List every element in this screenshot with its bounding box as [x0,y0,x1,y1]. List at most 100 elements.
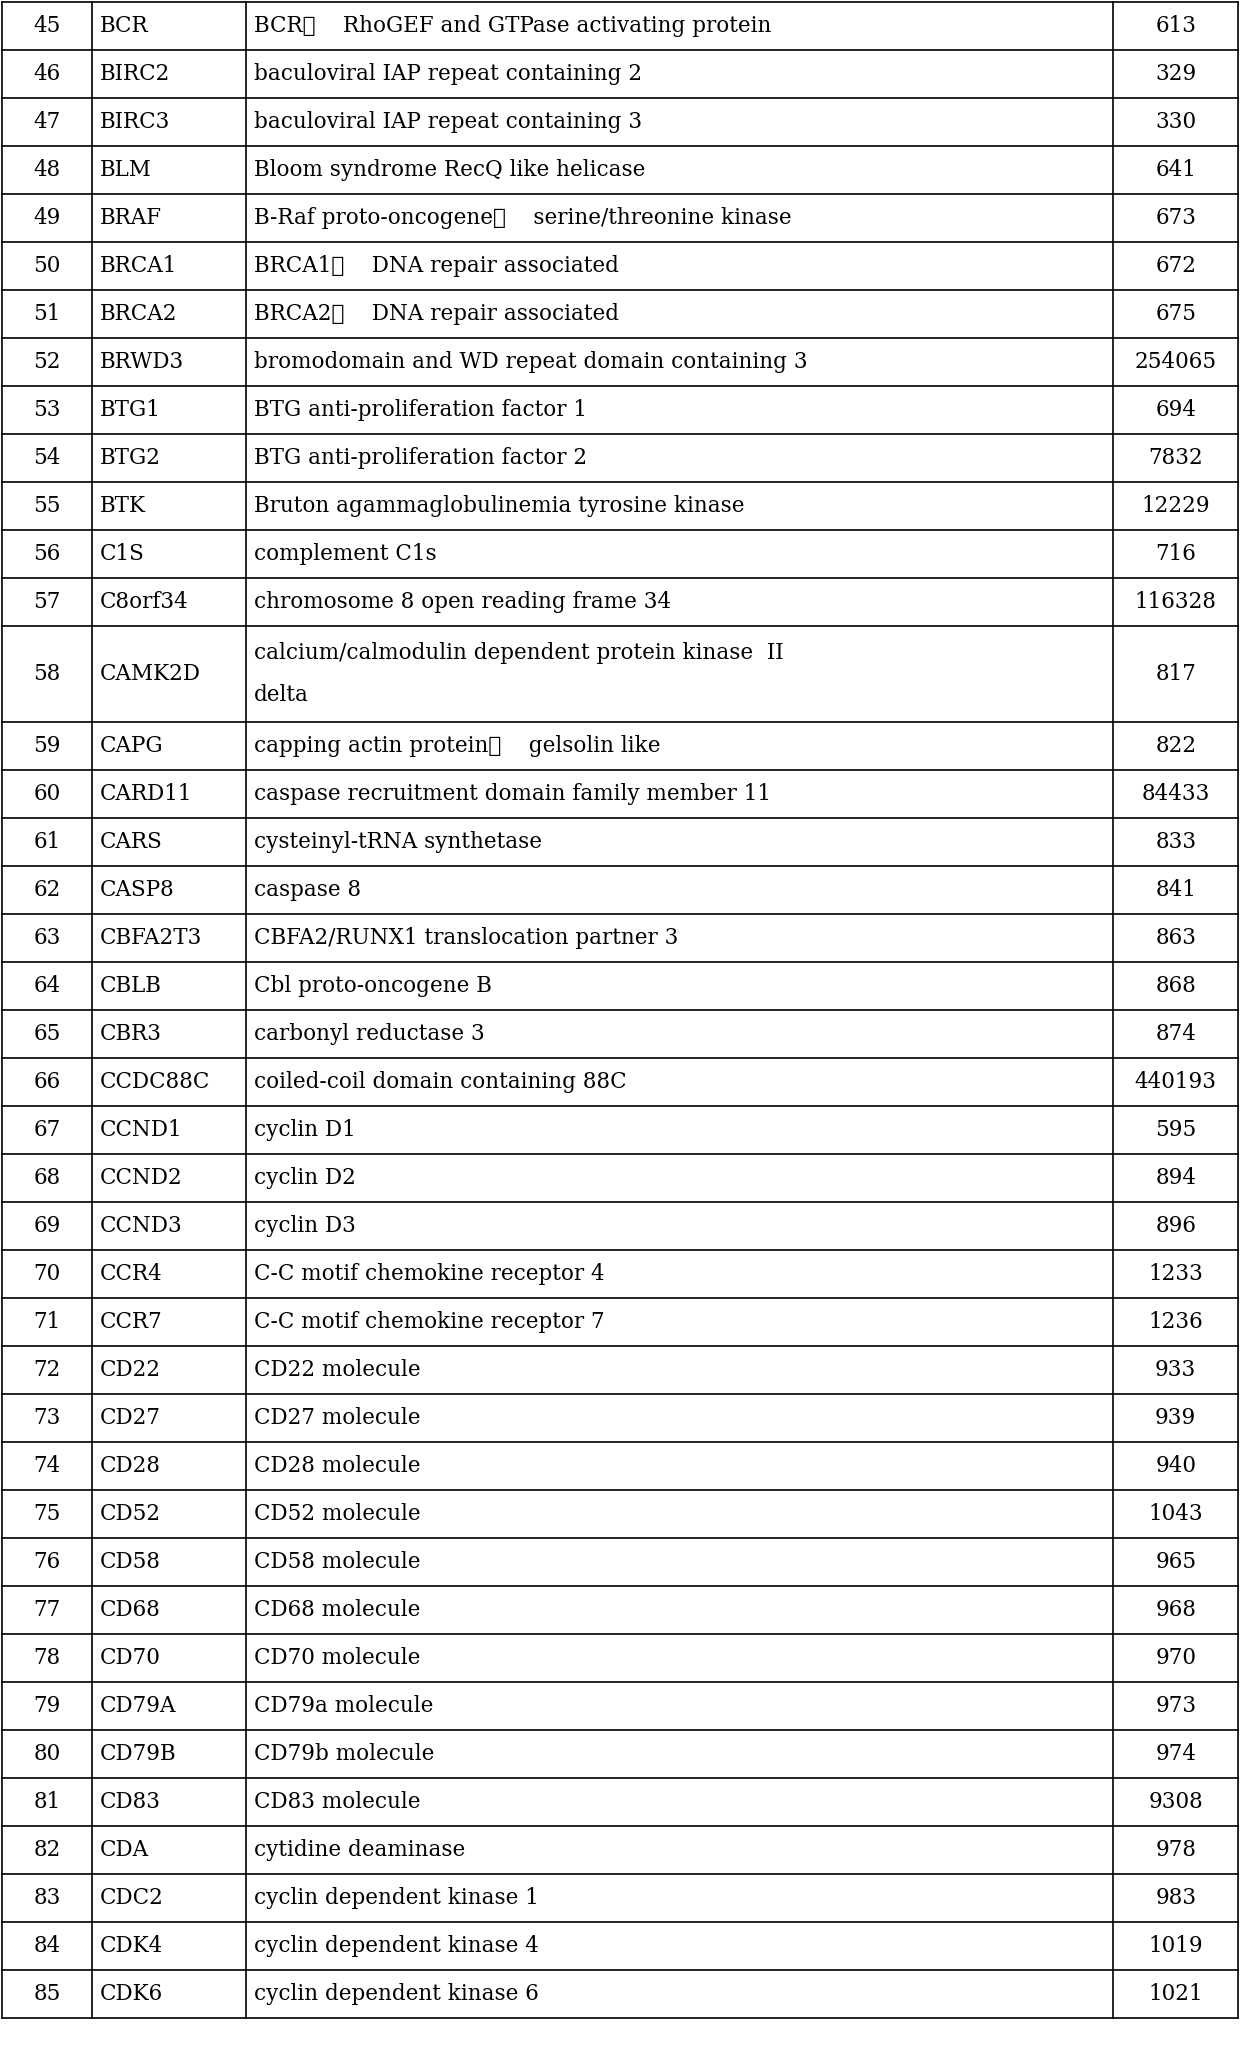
Text: CDA: CDA [99,1840,149,1860]
Text: 61: 61 [33,831,61,854]
Text: 81: 81 [33,1790,61,1813]
Text: 71: 71 [33,1310,61,1333]
Text: bromodomain and WD repeat domain containing 3: bromodomain and WD repeat domain contain… [254,351,807,372]
Text: CARS: CARS [99,831,162,854]
Text: CDK6: CDK6 [99,1982,162,2005]
Text: 965: 965 [1156,1550,1197,1573]
Text: 613: 613 [1156,14,1197,37]
Text: 83: 83 [33,1887,61,1910]
Text: 968: 968 [1156,1600,1197,1621]
Text: CD83 molecule: CD83 molecule [254,1790,420,1813]
Text: 72: 72 [33,1358,61,1381]
Text: CD52: CD52 [99,1503,161,1525]
Text: 641: 641 [1156,159,1197,182]
Text: C-C motif chemokine receptor 4: C-C motif chemokine receptor 4 [254,1263,605,1286]
Text: 116328: 116328 [1135,591,1216,614]
Text: 75: 75 [33,1503,61,1525]
Text: 52: 52 [33,351,61,372]
Text: 84433: 84433 [1142,783,1210,804]
Text: CD68 molecule: CD68 molecule [254,1600,420,1621]
Text: cytidine deaminase: cytidine deaminase [254,1840,465,1860]
Text: CD22: CD22 [99,1358,161,1381]
Text: 66: 66 [33,1071,61,1093]
Text: capping actin protein，    gelsolin like: capping actin protein， gelsolin like [254,736,661,757]
Text: 63: 63 [33,926,61,949]
Text: BCR: BCR [99,14,149,37]
Text: CD83: CD83 [99,1790,161,1813]
Text: 863: 863 [1156,926,1197,949]
Text: BTG2: BTG2 [99,446,161,469]
Text: 73: 73 [33,1408,61,1428]
Text: 55: 55 [33,494,61,517]
Text: CD70 molecule: CD70 molecule [254,1647,420,1668]
Text: cyclin dependent kinase 1: cyclin dependent kinase 1 [254,1887,539,1910]
Text: CAMK2D: CAMK2D [99,664,201,684]
Text: CD68: CD68 [99,1600,160,1621]
Text: 817: 817 [1156,664,1197,684]
Text: 53: 53 [33,399,61,422]
Text: 978: 978 [1156,1840,1197,1860]
Text: caspase 8: caspase 8 [254,878,361,901]
Text: baculoviral IAP repeat containing 2: baculoviral IAP repeat containing 2 [254,62,642,85]
Text: BTG anti-proliferation factor 2: BTG anti-proliferation factor 2 [254,446,588,469]
Text: CD79b molecule: CD79b molecule [254,1742,434,1765]
Text: 874: 874 [1156,1023,1197,1046]
Text: 85: 85 [33,1982,61,2005]
Text: 1021: 1021 [1148,1982,1203,2005]
Text: 672: 672 [1156,254,1197,277]
Text: CCDC88C: CCDC88C [99,1071,210,1093]
Text: carbonyl reductase 3: carbonyl reductase 3 [254,1023,485,1046]
Text: calcium/calmodulin dependent protein kinase  II: calcium/calmodulin dependent protein kin… [254,643,784,664]
Text: CD22 molecule: CD22 molecule [254,1358,420,1381]
Text: 329: 329 [1156,62,1197,85]
Text: 46: 46 [33,62,61,85]
Text: complement C1s: complement C1s [254,544,436,564]
Text: 841: 841 [1156,878,1197,901]
Text: 65: 65 [33,1023,61,1046]
Text: 56: 56 [33,544,61,564]
Text: CD58 molecule: CD58 molecule [254,1550,420,1573]
Text: C1S: C1S [99,544,145,564]
Text: BRCA1: BRCA1 [99,254,177,277]
Text: 45: 45 [33,14,61,37]
Text: 254065: 254065 [1135,351,1216,372]
Text: 80: 80 [33,1742,61,1765]
Text: CD70: CD70 [99,1647,160,1668]
Text: CBFA2/RUNX1 translocation partner 3: CBFA2/RUNX1 translocation partner 3 [254,926,678,949]
Text: CD58: CD58 [99,1550,161,1573]
Text: 7832: 7832 [1148,446,1203,469]
Text: CD28: CD28 [99,1455,161,1478]
Text: 716: 716 [1156,544,1197,564]
Text: delta: delta [254,684,309,707]
Text: 77: 77 [33,1600,61,1621]
Text: Bruton agammaglobulinemia tyrosine kinase: Bruton agammaglobulinemia tyrosine kinas… [254,494,745,517]
Text: cyclin D3: cyclin D3 [254,1215,356,1236]
Text: 68: 68 [33,1168,61,1189]
Text: 79: 79 [33,1695,61,1718]
Text: 78: 78 [33,1647,61,1668]
Text: BRCA1，    DNA repair associated: BRCA1， DNA repair associated [254,254,619,277]
Text: CD28 molecule: CD28 molecule [254,1455,420,1478]
Text: cyclin D1: cyclin D1 [254,1118,356,1141]
Text: 74: 74 [33,1455,61,1478]
Text: baculoviral IAP repeat containing 3: baculoviral IAP repeat containing 3 [254,112,642,132]
Text: 57: 57 [33,591,61,614]
Text: CD52 molecule: CD52 molecule [254,1503,420,1525]
Text: C-C motif chemokine receptor 7: C-C motif chemokine receptor 7 [254,1310,605,1333]
Text: coiled-coil domain containing 88C: coiled-coil domain containing 88C [254,1071,626,1093]
Text: 440193: 440193 [1135,1071,1216,1093]
Text: 69: 69 [33,1215,61,1236]
Text: 70: 70 [33,1263,61,1286]
Text: 59: 59 [33,736,61,757]
Text: 12229: 12229 [1141,494,1210,517]
Text: BTK: BTK [99,494,145,517]
Text: 833: 833 [1156,831,1197,854]
Text: CD27: CD27 [99,1408,161,1428]
Text: BRWD3: BRWD3 [99,351,184,372]
Text: cyclin dependent kinase 4: cyclin dependent kinase 4 [254,1935,539,1957]
Text: CBLB: CBLB [99,976,161,996]
Text: CAPG: CAPG [99,736,164,757]
Text: 47: 47 [33,112,61,132]
Text: 50: 50 [33,254,61,277]
Text: 970: 970 [1156,1647,1197,1668]
